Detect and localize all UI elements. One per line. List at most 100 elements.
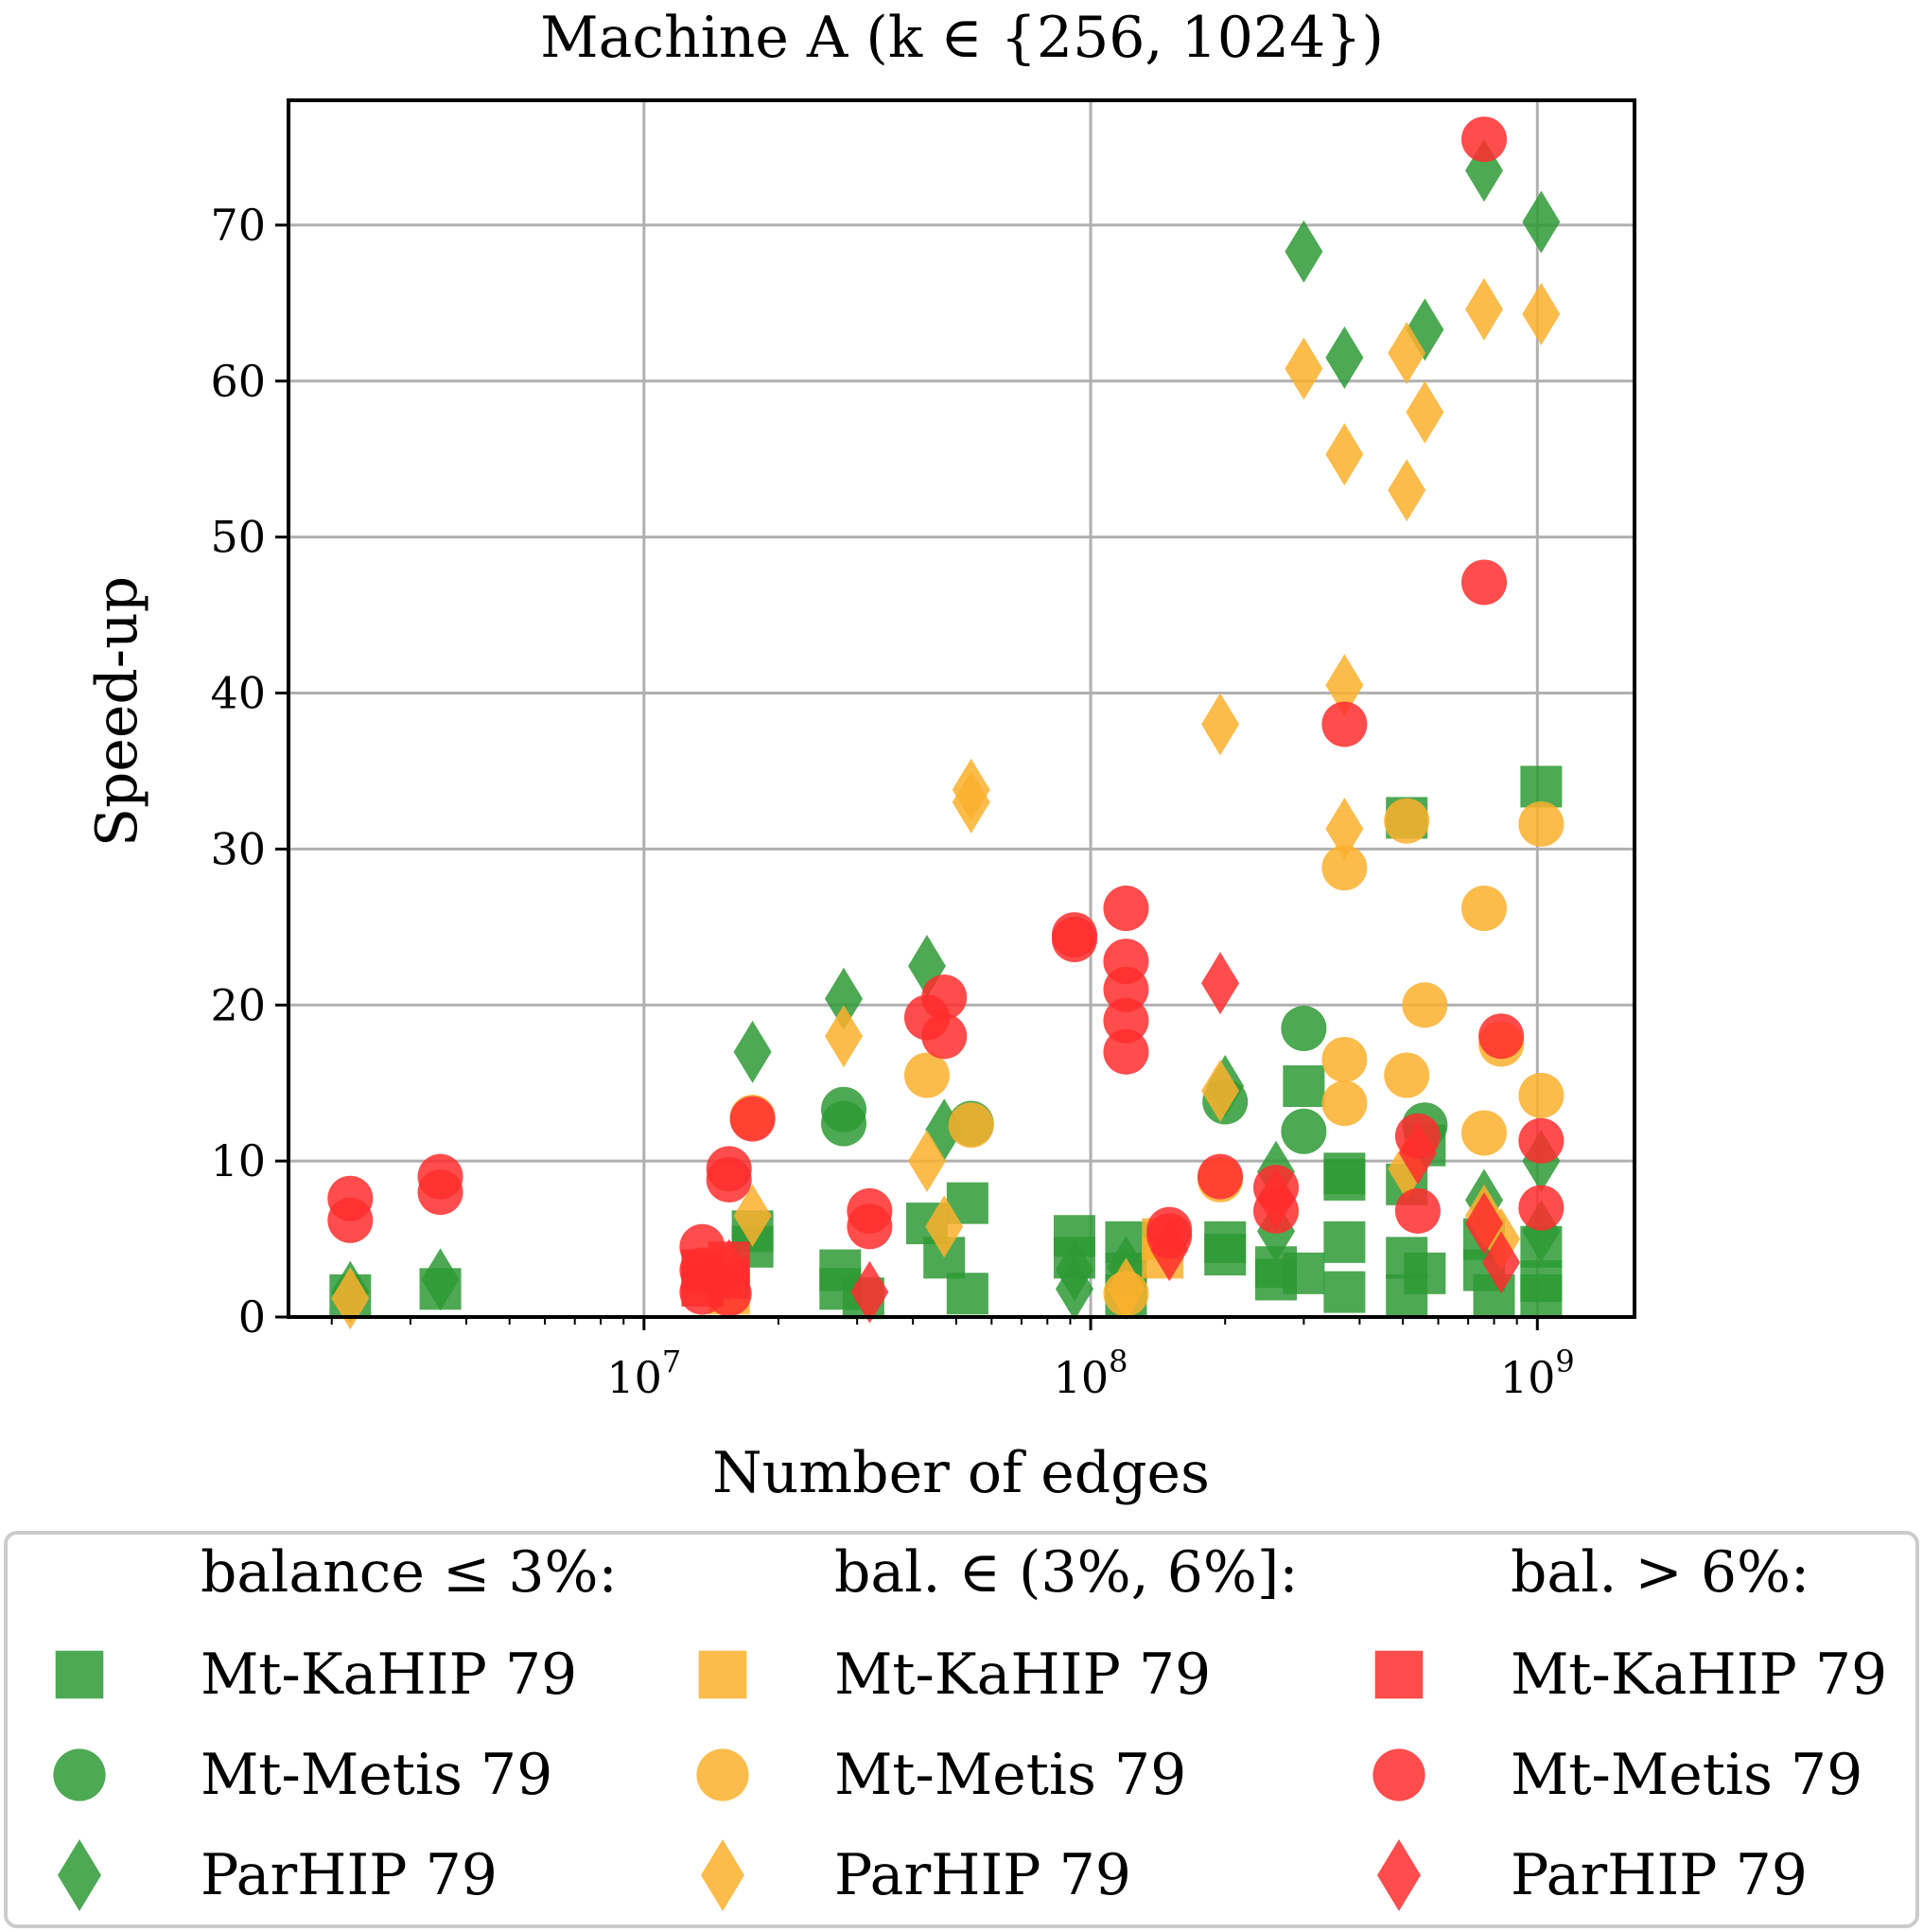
data-point-diamond xyxy=(907,1130,946,1193)
legend-group-header: bal. ∈ (3%, 6%]: xyxy=(834,1539,1299,1606)
data-point-circle xyxy=(1103,997,1149,1044)
legend: balance ≤ 3%: Mt-KaHIP 79 Mt-Metis 79 ParHI… xyxy=(4,1531,1919,1928)
data-point-circle xyxy=(1518,1185,1565,1231)
data-point-circle xyxy=(847,1203,893,1250)
legend-group-header: bal. > 6%: xyxy=(1511,1539,1809,1606)
data-markers xyxy=(327,116,1565,1330)
data-point-square xyxy=(1323,1158,1366,1201)
data-point-diamond xyxy=(1482,1231,1521,1294)
data-point-square xyxy=(946,1273,988,1315)
data-point-diamond xyxy=(733,1184,772,1247)
data-point-diamond xyxy=(1325,797,1364,860)
legend-entry-label: ParHIP 79 xyxy=(834,1842,1131,1908)
x-tick-label: 109 xyxy=(1500,1344,1575,1403)
data-point-square xyxy=(1283,1064,1325,1107)
data-point-square xyxy=(1520,1273,1563,1316)
data-point-diamond xyxy=(1388,322,1426,385)
data-point-diamond xyxy=(1257,1167,1296,1230)
data-point-diamond xyxy=(925,1195,964,1258)
data-point-diamond xyxy=(1201,952,1240,1015)
y-axis: 0 10 20 30 40 50 60 70 xyxy=(210,200,288,1343)
legend-marker-diamond xyxy=(701,1839,744,1911)
data-point-diamond xyxy=(824,967,863,1030)
data-point-diamond xyxy=(1201,1059,1240,1122)
data-point-diamond xyxy=(850,1260,889,1324)
data-point-circle xyxy=(820,1100,866,1147)
data-point-diamond xyxy=(1325,423,1364,486)
data-point-circle xyxy=(706,1156,752,1203)
x-axis-label: Number of edges xyxy=(712,1440,1210,1506)
data-point-diamond xyxy=(421,1248,460,1311)
y-tick-label: 10 xyxy=(210,1135,266,1186)
data-point-diamond xyxy=(1465,277,1504,341)
data-point-circle xyxy=(1281,1005,1327,1051)
data-point-circle xyxy=(1461,559,1508,606)
legend-frame xyxy=(4,1531,1919,1928)
data-point-diamond xyxy=(1325,654,1364,717)
plot-frame xyxy=(287,98,1636,1319)
legend-marker-diamond xyxy=(1377,1839,1421,1911)
data-point-circle xyxy=(1518,1072,1565,1118)
data-point-square xyxy=(1204,1234,1247,1276)
data-point-circle xyxy=(1461,1110,1508,1156)
data-point-diamond xyxy=(331,1267,370,1330)
data-point-circle xyxy=(327,1197,374,1243)
legend-entry-label: Mt-KaHIP 79 xyxy=(1511,1642,1887,1708)
legend-entry-label: Mt-Metis 79 xyxy=(834,1742,1186,1808)
data-point-diamond xyxy=(1388,459,1426,522)
legend-marker-circle xyxy=(53,1748,106,1801)
data-point-circle xyxy=(1321,845,1368,891)
x-tick-label: 108 xyxy=(1054,1344,1128,1403)
data-point-circle xyxy=(948,1102,994,1149)
data-point-diamond xyxy=(1325,326,1364,390)
data-point-square xyxy=(1323,1221,1366,1263)
data-point-diamond xyxy=(824,1005,863,1068)
legend-entry-label: Mt-Metis 79 xyxy=(201,1742,552,1808)
data-point-square xyxy=(1520,765,1563,808)
data-point-circle xyxy=(1321,1036,1368,1082)
legend-marker-diamond xyxy=(58,1839,101,1911)
legend-group-header: balance ≤ 3%: xyxy=(201,1539,618,1606)
legend-entry-label: Mt-KaHIP 79 xyxy=(834,1642,1211,1708)
plot-area: 107 108 109 0 10 20 30 40 50 60 70 xyxy=(210,98,1636,1403)
data-point-square xyxy=(1323,1271,1366,1313)
data-point-diamond xyxy=(1522,282,1561,345)
data-point-circle xyxy=(1461,886,1508,932)
data-point-circle xyxy=(1103,1028,1149,1075)
data-point-circle xyxy=(1051,917,1097,963)
y-axis-label: Speed-up xyxy=(84,576,150,847)
data-point-circle xyxy=(903,1052,950,1098)
data-point-diamond xyxy=(709,1238,748,1302)
data-point-circle xyxy=(1402,982,1448,1028)
data-point-circle xyxy=(1384,1052,1430,1098)
legend-entry-label: ParHIP 79 xyxy=(1511,1842,1808,1908)
legend-entry-label: Mt-KaHIP 79 xyxy=(201,1642,577,1708)
y-tick-label: 70 xyxy=(210,200,266,251)
data-point-circle xyxy=(1281,1108,1327,1154)
x-tick-label: 107 xyxy=(606,1344,681,1403)
data-point-diamond xyxy=(1285,337,1323,400)
legend-entry-label: ParHIP 79 xyxy=(201,1842,498,1908)
data-point-diamond xyxy=(1406,380,1444,444)
data-point-circle xyxy=(1478,1013,1525,1060)
data-point-diamond xyxy=(1522,190,1561,254)
y-tick-label: 30 xyxy=(210,823,266,874)
y-tick-label: 60 xyxy=(210,356,266,407)
data-point-circle xyxy=(1518,801,1565,848)
data-point-diamond xyxy=(952,770,990,834)
data-point-diamond xyxy=(1055,1257,1093,1321)
data-point-circle xyxy=(1198,1153,1244,1200)
legend-entry-label: Mt-Metis 79 xyxy=(1511,1742,1862,1808)
data-point-square xyxy=(1404,1252,1446,1294)
data-point-circle xyxy=(1321,701,1368,747)
data-point-circle xyxy=(921,975,968,1021)
legend-marker-square xyxy=(55,1650,104,1699)
data-point-circle xyxy=(417,1169,463,1216)
y-tick-label: 40 xyxy=(210,668,266,719)
data-point-circle xyxy=(1394,1187,1441,1234)
data-point-circle xyxy=(921,1013,968,1060)
y-tick-label: 50 xyxy=(210,512,266,563)
data-point-diamond xyxy=(1398,1121,1437,1185)
x-axis: 107 108 109 xyxy=(330,1317,1575,1403)
